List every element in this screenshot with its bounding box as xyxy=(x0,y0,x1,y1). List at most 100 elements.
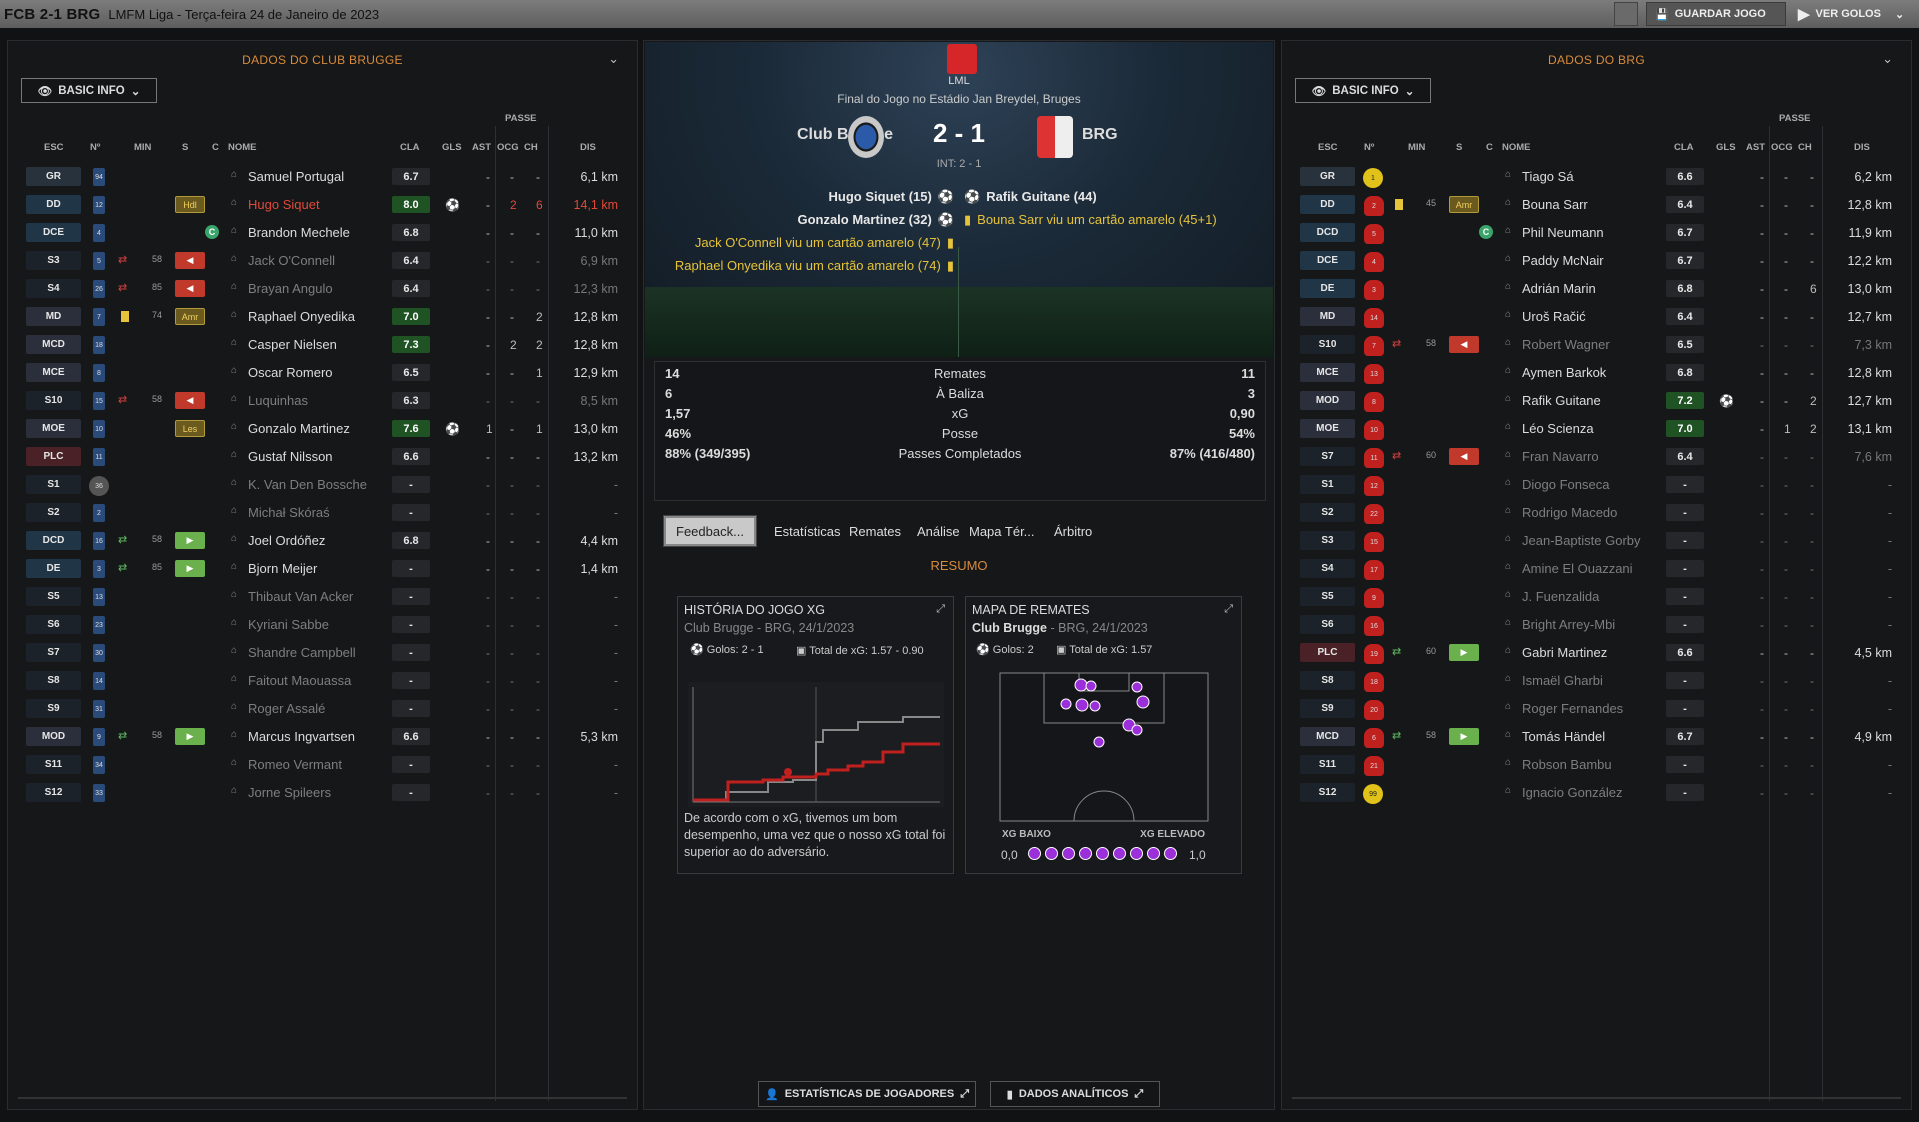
player-name[interactable]: Phil Neumann xyxy=(1522,225,1604,240)
player-name[interactable]: J. Fuenzalida xyxy=(1522,589,1600,604)
player-name[interactable]: Aymen Barkok xyxy=(1522,365,1607,380)
player-name[interactable]: Casper Nielsen xyxy=(248,337,337,352)
player-row[interactable]: S9 20 ⌂ Roger Fernandes - - - - - xyxy=(1282,695,1911,723)
header-cla[interactable]: CLA xyxy=(400,142,420,153)
player-name[interactable]: Faitout Maouassa xyxy=(248,673,352,688)
player-name[interactable]: Bouna Sarr xyxy=(1522,197,1588,212)
player-row[interactable]: GR 94 ⌂ Samuel Portugal 6.7 - - - 6,1 km xyxy=(8,163,637,191)
player-row[interactable]: S6 16 ⌂ Bright Arrey-Mbi - - - - - xyxy=(1282,611,1911,639)
player-name[interactable]: Tomás Händel xyxy=(1522,729,1606,744)
player-row[interactable]: MD 7 74 Amr ⌂ Raphael Onyedika 7.0 - - 2 12,8 km xyxy=(8,303,637,331)
player-name[interactable]: Raphael Onyedika xyxy=(248,309,355,324)
player-name[interactable]: Rodrigo Macedo xyxy=(1522,505,1618,520)
tab-1[interactable]: Feedback... xyxy=(664,516,756,546)
player-row[interactable]: S10 7 ⇄ 58 ◀ ⌂ Robert Wagner 6.5 - - - 7,3 km xyxy=(1282,331,1911,359)
player-name[interactable]: Jack O'Connell xyxy=(248,253,336,268)
header-ch[interactable]: CH xyxy=(524,142,538,153)
header-dis[interactable]: DIS xyxy=(1854,142,1870,153)
player-name[interactable]: Ignacio González xyxy=(1522,785,1623,800)
player-row[interactable]: S12 99 ⌂ Ignacio González - - - - - xyxy=(1282,779,1911,807)
player-name[interactable]: Michał Skóraś xyxy=(248,505,330,520)
player-name[interactable]: Roger Fernandes xyxy=(1522,701,1624,716)
header-ch[interactable]: CH xyxy=(1798,142,1812,153)
horizontal-scrollbar[interactable] xyxy=(1292,1097,1901,1099)
player-row[interactable]: DCD 5 C ⌂ Phil Neumann 6.7 - - - 11,9 km xyxy=(1282,219,1911,247)
player-name[interactable]: Amine El Ouazzani xyxy=(1522,561,1633,576)
player-row[interactable]: S12 33 ⌂ Jorne Spileers - - - - - xyxy=(8,779,637,807)
player-name[interactable]: Léo Scienza xyxy=(1522,421,1594,436)
player-row[interactable]: S5 13 ⌂ Thibaut Van Acker - - - - - xyxy=(8,583,637,611)
header-gls[interactable]: GLS xyxy=(1716,142,1736,153)
basic-info-dropdown[interactable]: 👁 BASIC INFO ⌄ xyxy=(21,78,157,103)
tab-4[interactable]: Análise xyxy=(917,523,960,539)
player-name[interactable]: Fran Navarro xyxy=(1522,449,1599,464)
player-name[interactable]: Tiago Sá xyxy=(1522,169,1574,184)
player-row[interactable]: DD 2 45 Amr ⌂ Bouna Sarr 6.4 - - - 12,8 km xyxy=(1282,191,1911,219)
player-name[interactable]: Adrián Marin xyxy=(1522,281,1596,296)
header-gls[interactable]: GLS xyxy=(442,142,462,153)
tab-3[interactable]: Remates xyxy=(849,523,902,539)
chevron-down-icon[interactable]: ⌄ xyxy=(1882,51,1893,66)
header-n[interactable]: Nº xyxy=(1364,142,1375,153)
player-row[interactable]: S1 12 ⌂ Diogo Fonseca - - - - - xyxy=(1282,471,1911,499)
player-row[interactable]: S8 14 ⌂ Faitout Maouassa - - - - - xyxy=(8,667,637,695)
player-name[interactable]: Roger Assalé xyxy=(248,701,326,716)
header-s[interactable]: S xyxy=(1456,142,1463,153)
header-nome[interactable]: NOME xyxy=(1502,142,1531,153)
player-name[interactable]: K. Van Den Bossche xyxy=(248,477,367,492)
player-row[interactable]: DD 12 Hdl ⌂ Hugo Siquet 8.0 ⚽ - 2 6 14,1 km xyxy=(8,191,637,219)
player-row[interactable]: S4 17 ⌂ Amine El Ouazzani - - - - - xyxy=(1282,555,1911,583)
player-name[interactable]: Bjorn Meijer xyxy=(248,561,318,576)
player-name[interactable]: Jean-Baptiste Gorby xyxy=(1522,533,1641,548)
player-row[interactable]: DCD 16 ⇄ 58 ▶ ⌂ Joel Ordóñez 6.8 - - - 4,4 km xyxy=(8,527,637,555)
player-row[interactable]: S3 15 ⌂ Jean-Baptiste Gorby - - - - - xyxy=(1282,527,1911,555)
player-row[interactable]: DE 3 ⇄ 85 ▶ ⌂ Bjorn Meijer - - - - 1,4 km xyxy=(8,555,637,583)
header-ocg[interactable]: OCG xyxy=(497,142,519,153)
player-row[interactable]: MOD 9 ⇄ 58 ▶ ⌂ Marcus Ingvartsen 6.6 - - - 5,3 km xyxy=(8,723,637,751)
chevron-down-icon[interactable]: ⌄ xyxy=(608,51,619,66)
player-row[interactable]: GR 1 ⌂ Tiago Sá 6.6 - - - 6,2 km xyxy=(1282,163,1911,191)
player-name[interactable]: Gustaf Nilsson xyxy=(248,449,333,464)
player-row[interactable]: MD 14 ⌂ Uroš Račić 6.4 - - - 12,7 km xyxy=(1282,303,1911,331)
player-name[interactable]: Brandon Mechele xyxy=(248,225,350,240)
player-row[interactable]: PLC 19 ⇄ 60 ▶ ⌂ Gabri Martinez 6.6 - - - 4,5 km xyxy=(1282,639,1911,667)
player-name[interactable]: Luquinhas xyxy=(248,393,308,408)
player-row[interactable]: MOE 10 Les ⌂ Gonzalo Martinez 7.6 ⚽ 1 - 1 13,0 km xyxy=(8,415,637,443)
player-row[interactable]: S10 15 ⇄ 58 ◀ ⌂ Luquinhas 6.3 - - - 8,5 km xyxy=(8,387,637,415)
player-name[interactable]: Robert Wagner xyxy=(1522,337,1610,352)
player-row[interactable]: S4 26 ⇄ 85 ◀ ⌂ Brayan Angulo 6.4 - - - 12,3 km xyxy=(8,275,637,303)
player-name[interactable]: Uroš Račić xyxy=(1522,309,1586,324)
header-min[interactable]: MIN xyxy=(134,142,152,153)
player-name[interactable]: Joel Ordóñez xyxy=(248,533,326,548)
horizontal-scrollbar[interactable] xyxy=(18,1097,627,1099)
tab-2[interactable]: Estatísticas xyxy=(774,523,841,539)
square-button[interactable] xyxy=(1614,2,1638,26)
player-name[interactable]: Gabri Martinez xyxy=(1522,645,1608,660)
tab-5[interactable]: Mapa Tér... xyxy=(969,523,1035,539)
player-row[interactable]: S2 22 ⌂ Rodrigo Macedo - - - - - xyxy=(1282,499,1911,527)
player-row[interactable]: MCD 18 ⌂ Casper Nielsen 7.3 - 2 2 12,8 km xyxy=(8,331,637,359)
player-row[interactable]: DCE 4 ⌂ Paddy McNair 6.7 - - - 12,2 km xyxy=(1282,247,1911,275)
header-min[interactable]: MIN xyxy=(1408,142,1426,153)
header-ocg[interactable]: OCG xyxy=(1771,142,1793,153)
player-name[interactable]: Robson Bambu xyxy=(1522,757,1612,772)
player-row[interactable]: S7 30 ⌂ Shandre Campbell - - - - - xyxy=(8,639,637,667)
player-name[interactable]: Samuel Portugal xyxy=(248,169,345,184)
header-ast[interactable]: AST xyxy=(472,142,491,153)
player-name[interactable]: Rafik Guitane xyxy=(1522,393,1601,408)
chevron-down-icon[interactable]: ⌄ xyxy=(1894,8,1905,21)
player-name[interactable]: Diogo Fonseca xyxy=(1522,477,1610,492)
player-row[interactable]: MCE 13 ⌂ Aymen Barkok 6.8 - - - 12,8 km xyxy=(1282,359,1911,387)
player-row[interactable]: S11 21 ⌂ Robson Bambu - - - - - xyxy=(1282,751,1911,779)
player-name[interactable]: Paddy McNair xyxy=(1522,253,1604,268)
expand-icon[interactable]: ⤢ xyxy=(1224,603,1233,615)
analytics-button[interactable]: ▮ DADOS ANALÍTICOS ⤢ xyxy=(990,1081,1160,1107)
player-row[interactable]: S1 36 ⌂ K. Van Den Bossche - - - - - xyxy=(8,471,637,499)
player-name[interactable]: Hugo Siquet xyxy=(248,197,320,212)
tab-6[interactable]: Árbitro xyxy=(1054,523,1093,539)
player-name[interactable]: Thibaut Van Acker xyxy=(248,589,354,604)
header-ast[interactable]: AST xyxy=(1746,142,1765,153)
player-row[interactable]: S8 18 ⌂ Ismaël Gharbi - - - - - xyxy=(1282,667,1911,695)
player-row[interactable]: DE 3 ⌂ Adrián Marin 6.8 - - 6 13,0 km xyxy=(1282,275,1911,303)
player-row[interactable]: MCD 6 ⇄ 58 ▶ ⌂ Tomás Händel 6.7 - - - 4,9 km xyxy=(1282,723,1911,751)
